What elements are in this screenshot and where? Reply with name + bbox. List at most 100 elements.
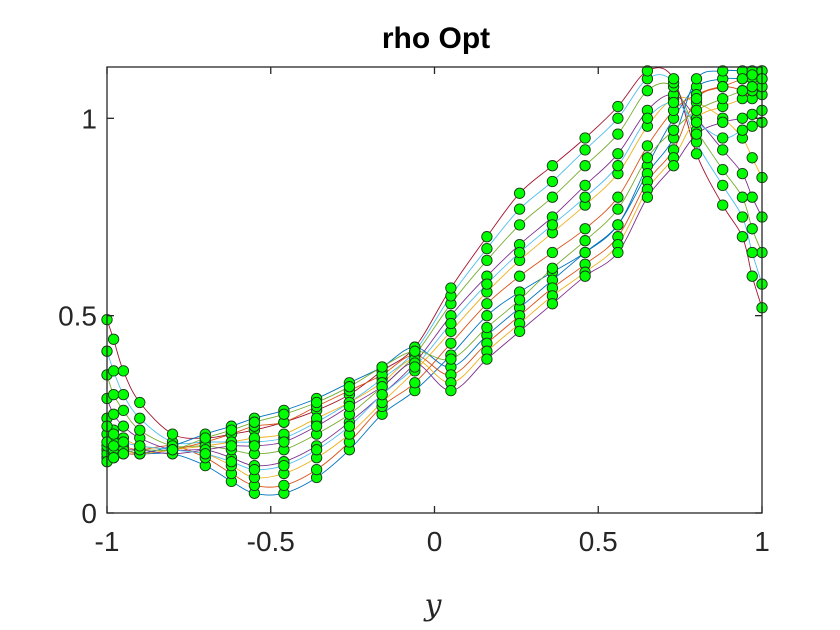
data-point: [746, 246, 758, 259]
data-point: [690, 148, 703, 160]
data-point: [445, 353, 457, 365]
data-point: [166, 444, 179, 456]
series-line: [106, 96, 763, 479]
data-point: [546, 219, 559, 231]
data-point: [513, 246, 526, 259]
data-point: [481, 278, 493, 290]
x-tick-label: 0: [427, 526, 443, 557]
data-point: [343, 381, 356, 393]
data-point: [107, 428, 120, 440]
data-point: [117, 448, 130, 460]
data-point: [513, 270, 526, 282]
data-point: [546, 160, 559, 172]
series-markers: [101, 65, 768, 499]
data-point: [546, 175, 559, 188]
data-point: [445, 384, 457, 397]
data-point: [481, 254, 493, 267]
data-point: [736, 211, 749, 223]
data-point: [343, 400, 356, 413]
data-point: [746, 152, 758, 164]
data-point: [409, 345, 421, 357]
data-point: [310, 463, 323, 476]
data-point: [736, 73, 749, 85]
data-point: [579, 160, 591, 172]
series-line: [106, 82, 763, 455]
data-point: [225, 456, 238, 468]
data-point: [641, 65, 654, 77]
data-point: [690, 128, 703, 140]
data-point: [641, 152, 654, 164]
data-point: [117, 365, 130, 377]
series-line: [106, 78, 763, 463]
series-line: [106, 86, 763, 455]
data-point: [612, 219, 624, 231]
data-point: [445, 282, 457, 294]
data-point: [717, 199, 729, 211]
data-point: [107, 408, 120, 420]
x-tick-label: 0.5: [579, 526, 618, 557]
data-point: [376, 388, 388, 401]
data-point: [746, 108, 758, 121]
data-point: [736, 167, 749, 180]
y-tick-label: 0: [81, 498, 97, 529]
data-point: [513, 219, 526, 231]
data-point: [225, 440, 238, 452]
data-point: [746, 191, 758, 203]
data-point: [409, 361, 421, 373]
data-point: [481, 321, 493, 334]
data-point: [690, 73, 703, 85]
data-point: [117, 436, 130, 448]
data-point: [746, 81, 758, 93]
data-point: [736, 112, 749, 124]
data-point: [513, 203, 526, 215]
data-point: [248, 463, 261, 476]
series-line: [106, 86, 763, 488]
data-point: [612, 160, 624, 172]
data-point: [107, 333, 120, 345]
data-point: [409, 377, 421, 389]
data-point: [481, 353, 493, 365]
data-point: [513, 294, 526, 306]
data-point: [717, 92, 729, 105]
data-point: [667, 73, 680, 85]
data-point: [579, 235, 591, 247]
series-line: [106, 102, 763, 471]
data-point: [746, 223, 758, 235]
data-point: [248, 440, 261, 452]
y-tick-label: 0.5: [58, 301, 97, 332]
data-point: [717, 65, 729, 77]
series-line: [106, 74, 763, 445]
data-point: [107, 440, 120, 452]
data-point: [107, 452, 120, 464]
x-tick-label: -0.5: [247, 526, 295, 557]
data-point: [612, 128, 624, 140]
data-point: [579, 191, 591, 203]
data-point: [310, 420, 323, 432]
data-point: [199, 432, 211, 444]
data-point: [117, 420, 130, 432]
data-point: [736, 191, 749, 203]
data-point: [579, 223, 591, 235]
data-point: [717, 179, 729, 192]
data-point: [117, 388, 130, 401]
data-point: [546, 298, 559, 310]
data-point: [612, 100, 624, 113]
data-point: [612, 246, 624, 259]
data-point: [612, 148, 624, 160]
data-point: [117, 404, 130, 417]
data-point: [746, 69, 758, 81]
x-tick-label: -1: [95, 526, 120, 557]
data-point: [513, 325, 526, 338]
data-point: [134, 440, 146, 452]
data-point: [445, 317, 457, 330]
data-point: [717, 81, 729, 93]
data-point: [278, 436, 290, 448]
data-point: [579, 132, 591, 144]
series-line: [106, 94, 763, 467]
data-point: [579, 179, 591, 192]
data-point: [445, 337, 457, 349]
x-tick-label: 1: [754, 526, 770, 557]
data-point: [667, 124, 680, 136]
data-point: [107, 388, 120, 401]
data-point: [278, 459, 290, 472]
